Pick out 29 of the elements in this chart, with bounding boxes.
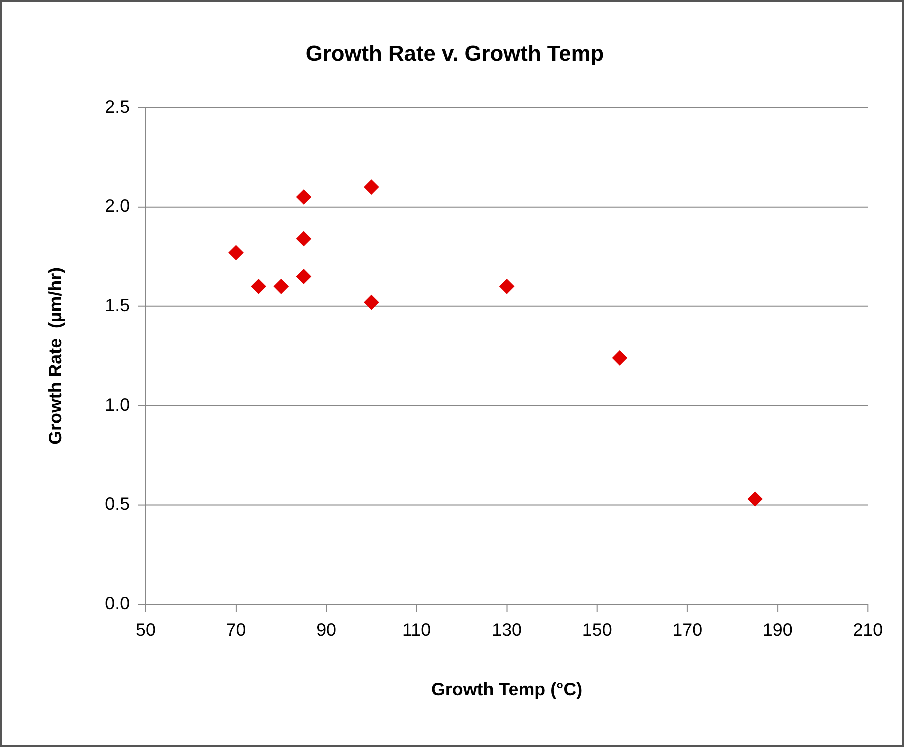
point <box>228 245 244 260</box>
x-tick-label: 50 <box>136 620 156 640</box>
y-tick-label: 1.0 <box>105 394 130 415</box>
y-tick-label: 1.5 <box>105 295 130 316</box>
x-tick-label: 190 <box>762 620 793 640</box>
x-tick-label: 210 <box>853 620 884 640</box>
point <box>748 492 763 507</box>
y-tick-label: 2.0 <box>105 196 130 216</box>
x-tick-label: 130 <box>492 620 522 640</box>
y-tick-label: 2.5 <box>105 96 130 117</box>
x-tick-label: 110 <box>402 620 432 640</box>
point <box>274 279 289 294</box>
y-axis-title: Growth Rate (µm/hr) <box>45 267 66 445</box>
point <box>251 279 266 294</box>
chart-title: Growth Rate v. Growth Temp <box>306 40 604 66</box>
point <box>364 295 380 310</box>
point <box>364 180 380 195</box>
x-tick-label: 150 <box>582 620 612 640</box>
x-tick-label: 90 <box>316 620 337 640</box>
point <box>296 269 312 284</box>
x-axis-title: Growth Temp (°C) <box>432 679 583 700</box>
x-tick-label: 170 <box>672 620 703 640</box>
y-tick-label: 0.0 <box>105 594 130 614</box>
y-tick-label: 0.5 <box>105 494 130 514</box>
point <box>612 350 628 366</box>
point <box>296 190 312 205</box>
point <box>500 279 515 294</box>
x-tick-label: 70 <box>226 620 246 640</box>
point <box>296 232 312 246</box>
